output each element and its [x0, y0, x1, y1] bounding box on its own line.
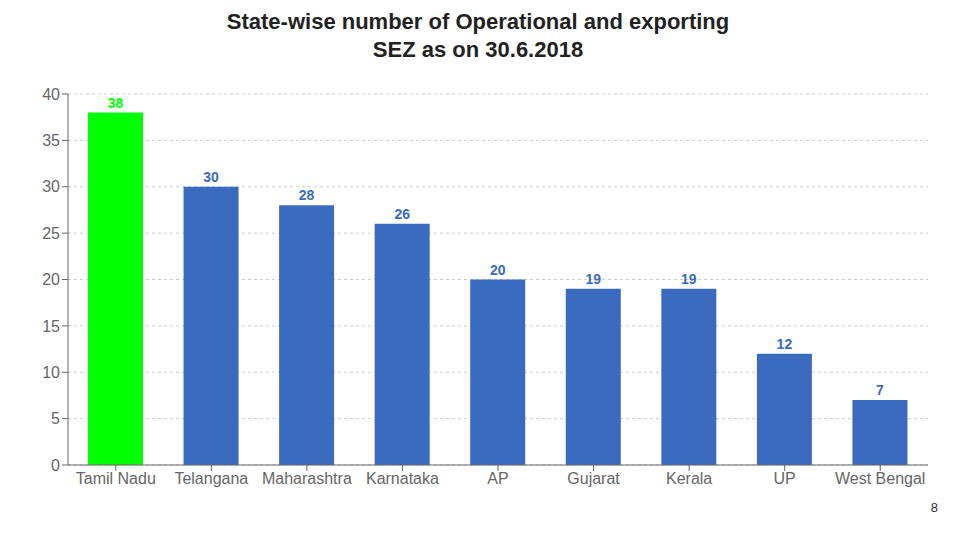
html-text:State-wise number of Operation: State-wise number of Operational and exp…: [226, 9, 730, 34]
svg-text:10: 10: [42, 364, 60, 381]
svg-text:Karnataka: Karnataka: [366, 470, 439, 487]
svg-text:19: 19: [585, 271, 601, 287]
svg-text:35: 35: [42, 132, 60, 149]
svg-text:30: 30: [42, 178, 60, 195]
svg-text:AP: AP: [487, 470, 508, 487]
svg-text:5: 5: [51, 410, 60, 427]
svg-text:Tamil Nadu: Tamil Nadu: [76, 470, 156, 487]
svg-text:Kerala: Kerala: [666, 470, 712, 487]
svg-text:25: 25: [42, 225, 60, 242]
svg-text:15: 15: [42, 318, 60, 335]
svg-text:19: 19: [681, 271, 697, 287]
svg-text:20: 20: [490, 262, 506, 278]
svg-text:28: 28: [299, 187, 315, 203]
svg-text:26: 26: [394, 206, 410, 222]
html-text:SEZ as on 30.6.2018: SEZ as on 30.6.2018: [372, 37, 584, 62]
svg-text:Maharashtra: Maharashtra: [262, 470, 352, 487]
svg-text:30: 30: [203, 169, 219, 185]
svg-text:20: 20: [42, 271, 60, 288]
svg-text:7: 7: [876, 382, 884, 398]
svg-text:UP: UP: [774, 470, 796, 487]
svg-text:Gujarat: Gujarat: [567, 470, 620, 487]
svg-text:12: 12: [777, 336, 793, 352]
html-text:8: 8: [930, 500, 938, 515]
svg-text:Telangana: Telangana: [174, 470, 248, 487]
svg-text:West Bengal: West Bengal: [835, 470, 925, 487]
svg-text:38: 38: [108, 95, 124, 111]
svg-text:0: 0: [51, 457, 60, 474]
svg-text:40: 40: [42, 86, 60, 103]
